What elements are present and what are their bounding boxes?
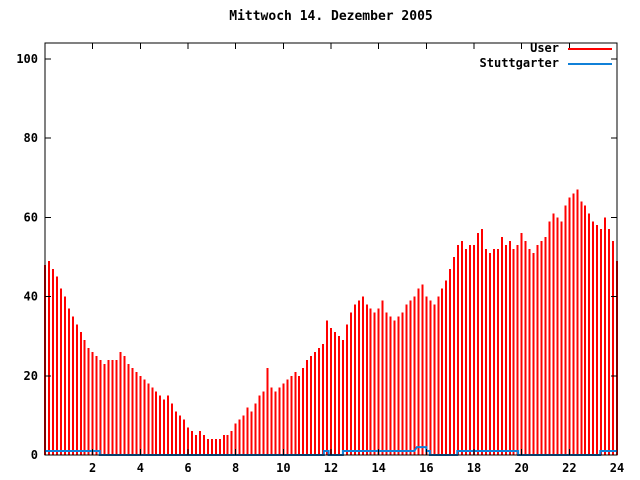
legend-user-label: User xyxy=(530,41,559,55)
x-tick-label: 2 xyxy=(89,461,96,475)
x-tick-label: 8 xyxy=(232,461,239,475)
x-tick-label: 22 xyxy=(562,461,576,475)
stuttgarter-series-line xyxy=(45,446,617,456)
x-tick-label: 18 xyxy=(467,461,481,475)
legend-stuttgarter-label: Stuttgarter xyxy=(479,56,559,70)
plot-border-and-ticks xyxy=(44,42,618,456)
legend-stuttgarter-line-sample xyxy=(568,62,612,65)
x-tick-label: 6 xyxy=(184,461,191,475)
x-tick-label: 16 xyxy=(419,461,433,475)
y-tick-label: 60 xyxy=(24,210,38,224)
x-tick-label: 4 xyxy=(137,461,144,475)
x-tick-label: 24 xyxy=(610,461,624,475)
legend-item-stuttgarter: Stuttgarter xyxy=(480,56,612,71)
x-tick-label: 10 xyxy=(276,461,290,475)
y-tick-label: 0 xyxy=(31,448,38,462)
y-tick-label: 100 xyxy=(16,52,38,66)
legend-user-line-sample xyxy=(568,47,612,50)
x-tick-label: 20 xyxy=(514,461,528,475)
y-tick-label: 40 xyxy=(24,290,38,304)
y-tick-label: 20 xyxy=(24,369,38,383)
chart-title: Mittwoch 14. Dezember 2005 xyxy=(229,9,433,24)
legend-item-user: User xyxy=(480,41,612,56)
x-tick-label: 14 xyxy=(371,461,385,475)
legend: User Stuttgarter xyxy=(480,41,612,71)
y-tick-label: 80 xyxy=(24,131,38,145)
x-tick-label: 12 xyxy=(324,461,338,475)
user-series-bars xyxy=(44,189,618,455)
